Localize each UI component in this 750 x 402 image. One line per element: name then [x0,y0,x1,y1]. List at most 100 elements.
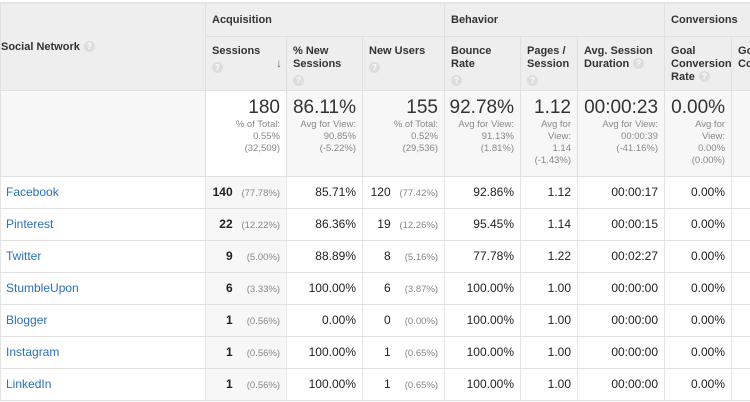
bounce-cell: 77.78% [445,240,521,272]
total-bounce: 92.78%Avg for View:91.13%(1.81%) [445,90,521,176]
table-row: Pinterest 22 (12.22%) 86.36% 19 (12.26%)… [1,208,750,240]
total-duration: 00:00:23Avg for View:00:00:39(-41.16%) [578,90,665,176]
sessions-cell: 22 (12.22%) [206,208,287,240]
pct-new-cell: 0.00% [287,304,363,336]
pages-cell: 1.22 [521,240,578,272]
column-bounce-rate[interactable]: Bounce Rate? [445,36,521,90]
help-icon[interactable]: ? [212,62,223,73]
goal-rate-cell: 0.00% [665,176,732,208]
column-avg-session-duration[interactable]: Avg. Session Duration? [578,36,665,90]
network-link[interactable]: Pinterest [6,217,53,231]
total-pages: 1.12Avg forView:1.14(-1.43%) [521,90,578,176]
total-sessions: 180% of Total:0.55%(32,509) [206,90,287,176]
table-row: Blogger 1 (0.56%) 0.00% 0 (0.00%) 100.00… [1,304,750,336]
table-row: Twitter 9 (5.00%) 88.89% 8 (5.16%) 77.78… [1,240,750,272]
help-icon[interactable]: ? [699,71,710,82]
pct-new-cell: 88.89% [287,240,363,272]
goal-completions-cell [732,272,750,304]
bounce-cell: 92.86% [445,176,521,208]
column-sessions[interactable]: Sessions?↓ [206,36,287,90]
network-cell: Pinterest [1,208,206,240]
pages-cell: 1.00 [521,336,578,368]
total-new-users: 155% of Total:0.52%(29,536) [363,90,445,176]
column-new-users[interactable]: New Users? [363,36,445,90]
table-row: LinkedIn 1 (0.56%) 100.00% 1 (0.65%) 100… [1,368,750,400]
help-icon[interactable]: ? [527,75,538,86]
network-link[interactable]: StumbleUpon [6,281,79,295]
pages-cell: 1.12 [521,176,578,208]
duration-cell: 00:00:00 [578,336,665,368]
duration-cell: 00:00:00 [578,368,665,400]
goal-rate-cell: 0.00% [665,368,732,400]
goal-completions-cell [732,336,750,368]
duration-cell: 00:00:00 [578,272,665,304]
total-pct-new: 86.11%Avg for View:90.85%(-5.22%) [287,90,363,176]
help-icon[interactable]: ? [369,62,380,73]
bounce-cell: 95.45% [445,208,521,240]
table-row: Facebook 140 (77.78%) 85.71% 120 (77.42%… [1,176,750,208]
network-link[interactable]: Facebook [6,185,59,199]
network-cell: Facebook [1,176,206,208]
sessions-cell: 140 (77.78%) [206,176,287,208]
total-goal-completions [732,90,750,176]
group-behavior: Behavior [445,3,665,36]
goal-rate-cell: 0.00% [665,240,732,272]
sort-descending-icon[interactable]: ↓ [276,57,282,70]
column-pct-new-sessions[interactable]: % New Sessions? [287,36,363,90]
goal-rate-cell: 0.00% [665,272,732,304]
group-acquisition: Acquisition [206,3,445,36]
new-users-cell: 1 (0.65%) [363,368,445,400]
help-icon[interactable]: ? [293,75,304,86]
sessions-cell: 1 (0.56%) [206,368,287,400]
network-link[interactable]: LinkedIn [6,377,51,391]
pages-cell: 1.00 [521,304,578,336]
goal-completions-cell [732,208,750,240]
duration-cell: 00:02:27 [578,240,665,272]
network-link[interactable]: Twitter [6,249,41,263]
network-link[interactable]: Instagram [6,345,59,359]
goal-rate-cell: 0.00% [665,304,732,336]
bounce-cell: 100.00% [445,304,521,336]
table-row: StumbleUpon 6 (3.33%) 100.00% 6 (3.87%) … [1,272,750,304]
pct-new-cell: 100.00% [287,368,363,400]
network-cell: LinkedIn [1,368,206,400]
new-users-cell: 1 (0.65%) [363,336,445,368]
totals-label [1,90,206,176]
network-cell: Instagram [1,336,206,368]
new-users-cell: 120 (77.42%) [363,176,445,208]
duration-cell: 00:00:00 [578,304,665,336]
group-conversions: Conversions [665,3,750,36]
bounce-cell: 100.00% [445,272,521,304]
new-users-cell: 8 (5.16%) [363,240,445,272]
goal-completions-cell [732,176,750,208]
totals-row: 180% of Total:0.55%(32,509) 86.11%Avg fo… [1,90,750,176]
help-icon[interactable]: ? [84,41,95,52]
goal-completions-cell [732,304,750,336]
bounce-cell: 100.00% [445,368,521,400]
goal-rate-cell: 0.00% [665,336,732,368]
sessions-cell: 6 (3.33%) [206,272,287,304]
duration-cell: 00:00:15 [578,208,665,240]
pages-cell: 1.00 [521,272,578,304]
network-link[interactable]: Blogger [6,313,47,327]
pages-cell: 1.00 [521,368,578,400]
sessions-cell: 1 (0.56%) [206,336,287,368]
pct-new-cell: 100.00% [287,336,363,368]
column-pages-session[interactable]: Pages / Session? [521,36,578,90]
sessions-cell: 9 (5.00%) [206,240,287,272]
sessions-cell: 1 (0.56%) [206,304,287,336]
duration-cell: 00:00:17 [578,176,665,208]
goal-completions-cell [732,240,750,272]
column-social-network[interactable]: Social Network? [1,3,206,90]
column-goal-completions[interactable]: Goal Co [732,36,750,90]
goal-rate-cell: 0.00% [665,208,732,240]
goal-completions-cell [732,368,750,400]
table-row: Instagram 1 (0.56%) 100.00% 1 (0.65%) 10… [1,336,750,368]
help-icon[interactable]: ? [451,75,462,86]
column-goal-conversion-rate[interactable]: Goal Conversion Rate? [665,36,732,90]
help-icon[interactable]: ? [633,58,644,69]
total-goal-rate: 0.00%Avg forView:0.00%(0.00%) [665,90,732,176]
pct-new-cell: 100.00% [287,272,363,304]
new-users-cell: 19 (12.26%) [363,208,445,240]
